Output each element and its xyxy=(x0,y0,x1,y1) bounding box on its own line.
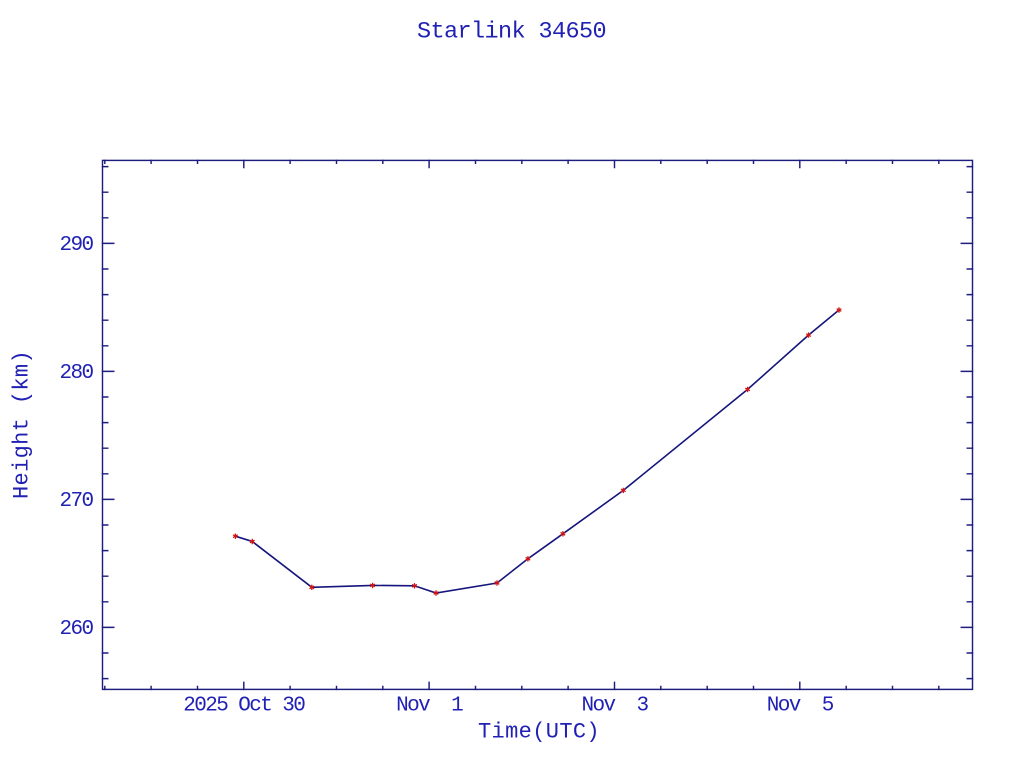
svg-text:270: 270 xyxy=(59,490,93,513)
svg-text:Time(UTC): Time(UTC) xyxy=(478,720,600,745)
svg-text:Height (km): Height (km) xyxy=(9,350,34,499)
svg-text:Nov 3: Nov 3 xyxy=(581,695,648,718)
svg-text:2025 Oct 30: 2025 Oct 30 xyxy=(183,695,305,718)
svg-text:290: 290 xyxy=(59,234,93,257)
svg-text:Nov 1: Nov 1 xyxy=(396,695,463,718)
svg-text:Starlink 34650: Starlink 34650 xyxy=(417,19,606,46)
svg-text:280: 280 xyxy=(59,362,93,385)
svg-text:Nov 5: Nov 5 xyxy=(767,695,834,718)
svg-text:260: 260 xyxy=(59,618,93,641)
